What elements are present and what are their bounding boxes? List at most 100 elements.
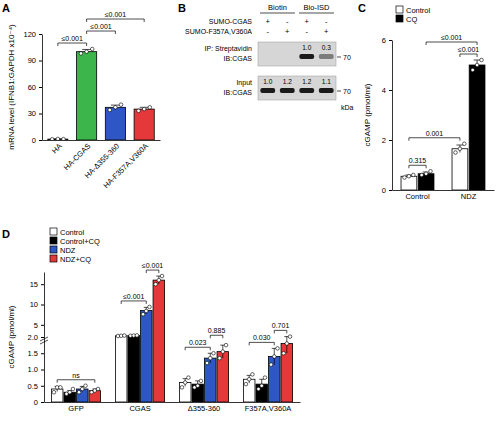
- bar: [469, 65, 485, 190]
- band: [319, 54, 334, 59]
- significance-label: ≤0.001: [142, 262, 163, 269]
- data-point: [85, 50, 89, 54]
- y-tick: 0: [32, 136, 42, 145]
- annotations: ns≤0.001≤0.0010.0230.8850.0300.701: [57, 262, 289, 383]
- data-point: [135, 334, 139, 338]
- axis-break-mark: [40, 337, 48, 344]
- annotations: ≤0.001≤0.001≤0.001: [58, 11, 144, 46]
- x-axis: GFPCGASΔ355-360F357A,V360A: [45, 403, 301, 414]
- bar: [77, 52, 97, 140]
- data-point: [272, 355, 276, 359]
- y-tick-mark: [389, 140, 392, 141]
- bar: [217, 352, 229, 402]
- bar: [192, 384, 204, 402]
- band-quantification: 1.2: [283, 78, 292, 85]
- significance-bracket: [146, 270, 159, 273]
- x-tick: NDZ: [461, 192, 477, 201]
- y-axis-line: [44, 273, 45, 403]
- significance-bracket: [274, 330, 287, 333]
- y-axis-title: mRNA level (IFNB1:GAPDH x10⁻⁴): [7, 24, 16, 150]
- data-point: [199, 379, 203, 383]
- y-axis-title: cGAMP (pmol/ml): [7, 305, 16, 368]
- band-quantification: 1.2: [302, 78, 311, 85]
- bar: [128, 336, 140, 402]
- significance-bracket: [87, 31, 116, 34]
- y-tick: 6: [382, 36, 392, 45]
- x-tick: HA-F357A,V360A: [101, 142, 150, 191]
- y-tick-mark: [41, 386, 44, 387]
- significance-label: ≤0.001: [123, 293, 144, 300]
- data-point: [187, 376, 191, 380]
- error-bar: [183, 379, 188, 387]
- significance-label: 0.023: [189, 339, 207, 346]
- x-tick-label: F357A,V360A: [245, 404, 292, 413]
- y-tick-label: 1.5: [28, 349, 38, 358]
- panel: 0306090120HAHA-CGASHA-Δ355-360HA-F357A,V…: [2, 2, 161, 190]
- figure-canvas: 0306090120HAHA-CGASHA-Δ355-360HA-F357A,V…: [0, 0, 500, 431]
- y-tick-label: 0: [32, 136, 36, 145]
- data-point: [59, 386, 63, 390]
- condition-label: Bio-ISD: [304, 3, 330, 12]
- panel-letter: B: [178, 2, 186, 14]
- bar: [115, 336, 127, 402]
- panel-letter: D: [2, 228, 10, 240]
- significance-bracket: [210, 335, 223, 338]
- band: [280, 88, 295, 93]
- blot-membrane: [258, 76, 336, 100]
- y-tick: 120: [23, 30, 42, 39]
- legend-label: NDZ: [60, 246, 76, 255]
- y-tick-label: 90: [28, 56, 36, 65]
- data-point: [471, 68, 475, 72]
- y-axis: 0306090120: [23, 30, 42, 145]
- data-point: [244, 382, 248, 386]
- treatment-label: SUMO-CGAS: [209, 18, 253, 25]
- data-point: [257, 387, 261, 391]
- y-tick-mark: [41, 370, 44, 371]
- treatment-sign: +: [266, 17, 271, 26]
- data-point: [463, 142, 467, 146]
- figure: 0306090120HAHA-CGASHA-Δ355-360HA-F357A,V…: [0, 0, 500, 431]
- data-point: [480, 58, 484, 62]
- annotations: 0.3150.001≤0.001≤0.001: [409, 34, 480, 168]
- bar: [105, 107, 125, 140]
- x-tick-label: GFP: [68, 404, 83, 413]
- significance-bracket: [249, 342, 274, 345]
- legend-label: NDZ+CQ: [60, 255, 91, 264]
- blot-probe: IB:CGAS: [224, 89, 253, 96]
- significance-label: 0.701: [272, 322, 290, 329]
- data-point: [251, 373, 255, 377]
- treatment-sign: +: [285, 27, 290, 36]
- bar: [141, 311, 153, 402]
- bar: [452, 149, 468, 190]
- x-tick-label: HA-F357A,V360A: [101, 142, 150, 191]
- data-point: [144, 309, 148, 313]
- data-point: [282, 351, 286, 355]
- treatment-sign: +: [305, 17, 310, 26]
- y-tick-mark: [389, 90, 392, 91]
- y-tick: 4: [382, 86, 392, 95]
- blot-panel: BBiotinBio-ISDSUMO-CGAS+-+-SUMO-F357A,V3…: [178, 2, 354, 111]
- data-point: [208, 356, 212, 360]
- x-axis-line: [393, 190, 495, 191]
- band: [299, 88, 314, 93]
- data-point: [458, 147, 462, 151]
- y-tick: 1.5: [28, 349, 44, 358]
- y-tick: 0.5: [28, 382, 44, 391]
- y-tick: 30: [28, 109, 42, 118]
- significance-label: ≤0.001: [458, 46, 479, 53]
- y-tick-mark: [39, 87, 42, 88]
- data-point: [123, 334, 127, 338]
- x-tick: GFP: [68, 404, 83, 413]
- significance-label: ≤0.001: [62, 35, 83, 42]
- data-point: [148, 305, 152, 309]
- x-tick-label: HA: [50, 142, 64, 156]
- bar: [153, 280, 165, 402]
- y-tick-label: 0.5: [28, 382, 38, 391]
- data-point: [119, 103, 123, 107]
- legend: ControlControl+CQNDZNDZ+CQ: [50, 228, 100, 264]
- error-bar: [111, 105, 120, 109]
- legend-swatch: [50, 237, 57, 244]
- y-tick-label: 2.0: [28, 333, 38, 342]
- treatment-sign: -: [306, 27, 309, 36]
- bar: [134, 109, 154, 140]
